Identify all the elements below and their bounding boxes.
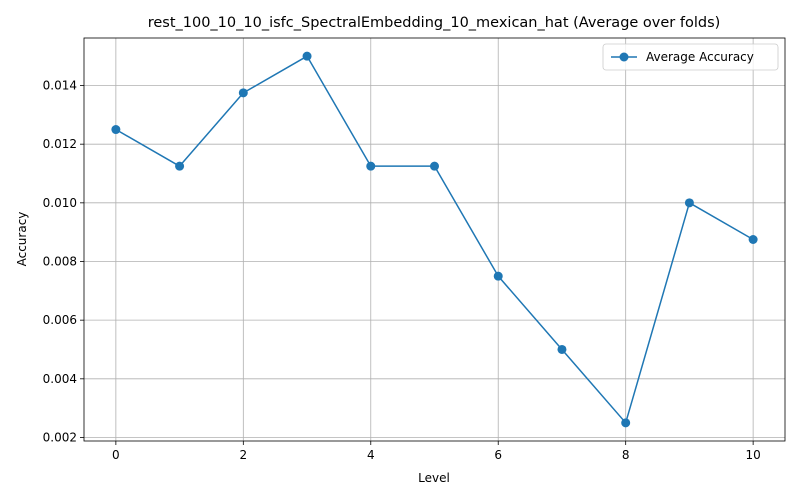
y-tick-label: 0.010 [43,196,77,210]
x-tick-label: 2 [239,448,247,462]
x-tick-label: 6 [494,448,502,462]
data-point [175,161,185,171]
y-tick-label: 0.004 [43,372,77,386]
data-point [111,125,121,135]
x-axis-label: Level [418,471,450,485]
axis-ticks: 0 2 4 6 8 10 0.002 0.004 0.006 0.008 0.010 0.012 0.0… [43,79,761,462]
data-point [493,271,503,281]
legend: Average Accuracy [602,43,779,71]
grid-lines [84,38,785,441]
plot-area: 0 2 4 6 8 10 0.002 0.004 0.006 0.008 0.010 0.012 0.0… [43,37,786,462]
data-point [748,235,758,244]
x-tick-label: 10 [745,448,760,462]
chart-title: rest_100_10_10_isfc_SpectralEmbedding_10… [148,15,721,31]
y-tick-label: 0.006 [43,313,77,327]
plot-frame [83,37,786,442]
y-axis-label: Accuracy [15,212,29,267]
x-tick-label: 4 [367,448,375,462]
x-tick-label: 0 [112,448,120,462]
x-tick-label: 8 [622,448,630,462]
y-tick-label: 0.012 [43,137,77,151]
y-tick-label: 0.014 [43,79,77,93]
data-point [238,88,248,98]
legend-marker-swatch [619,52,629,62]
y-tick-label: 0.008 [43,254,77,268]
data-point [557,344,567,354]
data-point [621,418,631,428]
legend-label: Average Accuracy [646,50,754,64]
legend-box [602,43,779,71]
data-series [111,51,758,428]
y-tick-label: 0.002 [43,430,77,444]
data-point [430,161,439,171]
plot-background [84,38,785,441]
data-point [366,161,376,171]
data-point [302,51,312,61]
data-point [684,198,694,208]
